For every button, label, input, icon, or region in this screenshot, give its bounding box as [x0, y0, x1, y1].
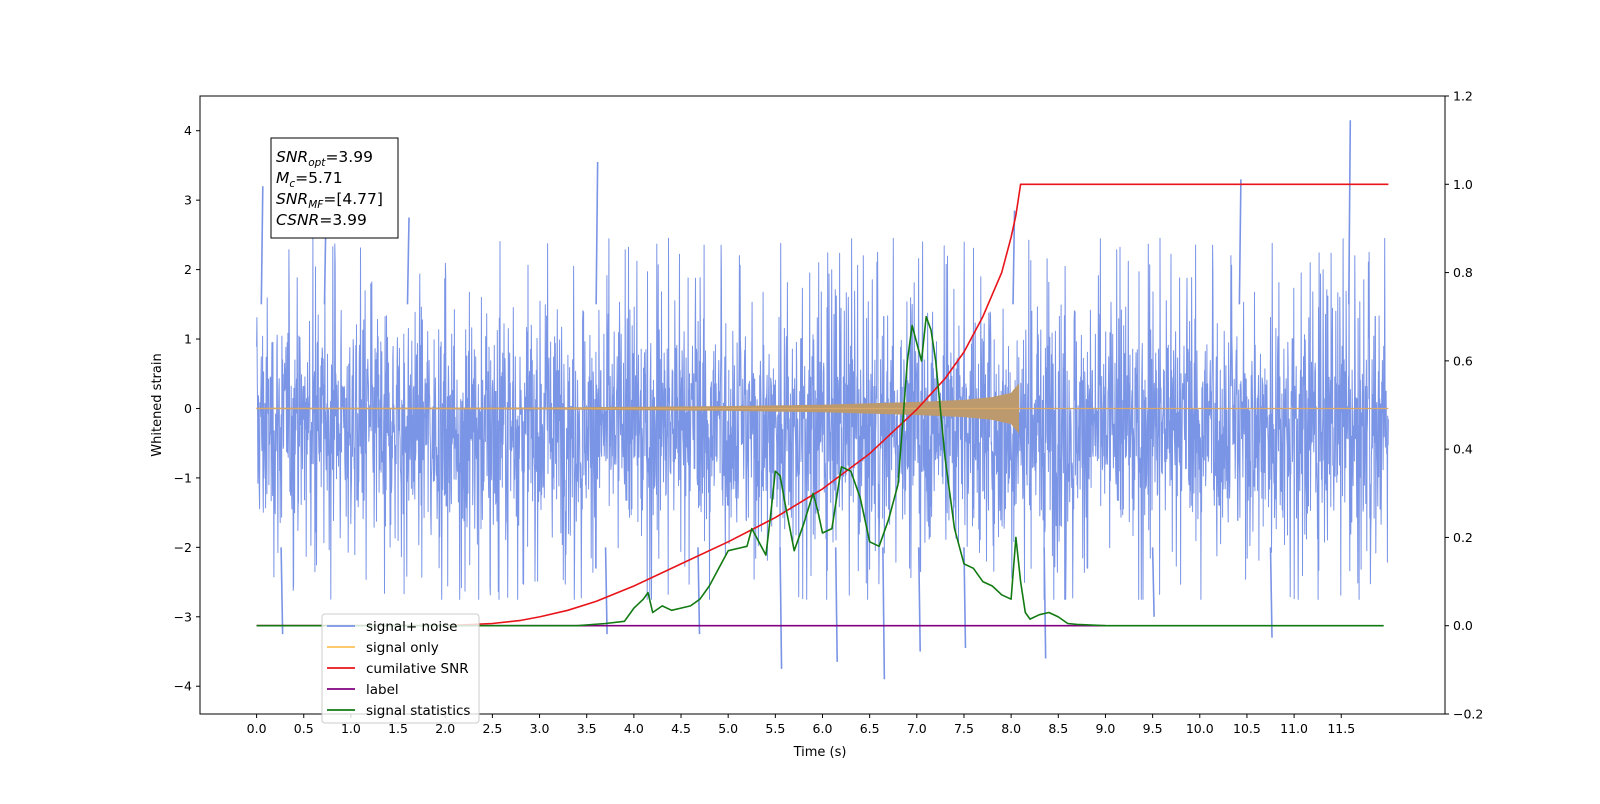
y2-tick-label: 0.0 — [1453, 618, 1473, 633]
signal-noise-spike — [1043, 547, 1047, 659]
y2-tick-label: 0.6 — [1453, 353, 1473, 368]
y-tick-label: 0 — [184, 401, 192, 416]
signal-noise-spike — [1269, 547, 1273, 638]
legend-label: label — [366, 682, 399, 698]
signal-noise-spike — [1347, 120, 1352, 305]
signal-noise-spike — [260, 186, 264, 305]
x-tick-label: 5.0 — [718, 721, 738, 736]
x-tick-label: 0.5 — [294, 721, 314, 736]
y2-tick-label: 1.2 — [1453, 89, 1473, 104]
signal-noise-spike — [406, 217, 410, 305]
annotation-frame — [270, 137, 399, 239]
x-tick-label: 10.0 — [1186, 721, 1214, 736]
y2-tick-label: 0.8 — [1453, 265, 1473, 280]
x-tick-label: 9.5 — [1143, 721, 1163, 736]
x-axis-label: Time (s) — [793, 745, 847, 760]
series-signal-statistics-line — [256, 315, 1384, 627]
annotation-line: SNRMF=[4.77] — [276, 190, 383, 211]
y-tick-label: 2 — [184, 262, 192, 277]
signal-noise-spike — [1151, 547, 1155, 617]
x-tick-label: 4.0 — [624, 721, 644, 736]
x-tick-label: 8.5 — [1048, 721, 1068, 736]
annotation-line: CSNR=3.99 — [276, 211, 367, 229]
signal-noise-spike — [834, 547, 839, 662]
y-tick-label: −4 — [174, 679, 192, 694]
y2-tick-label: 1.0 — [1453, 177, 1473, 192]
x-tick-label: 5.5 — [765, 721, 785, 736]
annotation-line: Mc=5.71 — [276, 169, 343, 190]
x-tick-label: 2.5 — [482, 721, 502, 736]
y2-tick-label: 0.4 — [1453, 442, 1473, 457]
x-tick-label: 11.0 — [1280, 721, 1308, 736]
legend-label: signal only — [366, 640, 439, 656]
x-tick-label: 1.0 — [341, 721, 361, 736]
x-tick-label: 0.0 — [247, 721, 267, 736]
x-tick-label: 9.0 — [1096, 721, 1116, 736]
x-tick-label: 7.0 — [907, 721, 927, 736]
ticks-layer: 0.0 0.5 1.0 1.5 2.0 2.5 3.0 3.5 4.0 4.5 5.0 5.5 6.0 6… — [174, 89, 1484, 737]
x-tick-label: 3.0 — [530, 721, 550, 736]
legend-label: signal statistics — [366, 703, 470, 719]
x-tick-label: 11.5 — [1327, 721, 1355, 736]
y-tick-label: −2 — [174, 540, 192, 555]
signal-noise-spike — [280, 547, 284, 635]
x-tick-label: 6.5 — [860, 721, 880, 736]
x-tick-label: 6.0 — [813, 721, 833, 736]
y2-tick-label: −0.2 — [1453, 707, 1483, 722]
x-tick-label: 1.5 — [388, 721, 408, 736]
annotation-line: SNRopt=3.99 — [276, 148, 373, 169]
y-tick-label: −3 — [174, 609, 192, 624]
series-signal-noise-line — [256, 237, 1389, 600]
legend-label: cumilative SNR — [366, 661, 469, 677]
legend: signal+ noise signal only cumilative SNR la… — [321, 613, 480, 724]
legend-label: signal+ noise — [366, 619, 457, 635]
y-tick-label: 1 — [184, 332, 192, 347]
legend-frame — [321, 613, 480, 724]
signal-noise-spike — [779, 547, 783, 669]
series-cumilative-snr-line — [256, 183, 1389, 627]
y-tick-label: 3 — [184, 193, 192, 208]
x-tick-label: 4.5 — [671, 721, 691, 736]
signal-noise-spike — [917, 547, 922, 652]
y-tick-label: −1 — [174, 470, 192, 485]
x-tick-label: 8.0 — [1001, 721, 1021, 736]
signal-noise-spike — [882, 547, 886, 680]
x-tick-label: 3.5 — [577, 721, 597, 736]
y-axis-label: Whitened strain — [150, 353, 165, 456]
signal-noise-spike — [1238, 179, 1242, 305]
signal-noise-spike — [595, 161, 599, 305]
signal-noise-spike — [604, 547, 608, 635]
x-tick-label: 10.5 — [1233, 721, 1261, 736]
y-tick-label: 4 — [184, 123, 192, 138]
x-tick-label: 7.5 — [954, 721, 974, 736]
signal-noise-spike — [697, 547, 701, 635]
x-tick-label: 2.0 — [435, 721, 455, 736]
y2-tick-label: 0.2 — [1453, 530, 1473, 545]
